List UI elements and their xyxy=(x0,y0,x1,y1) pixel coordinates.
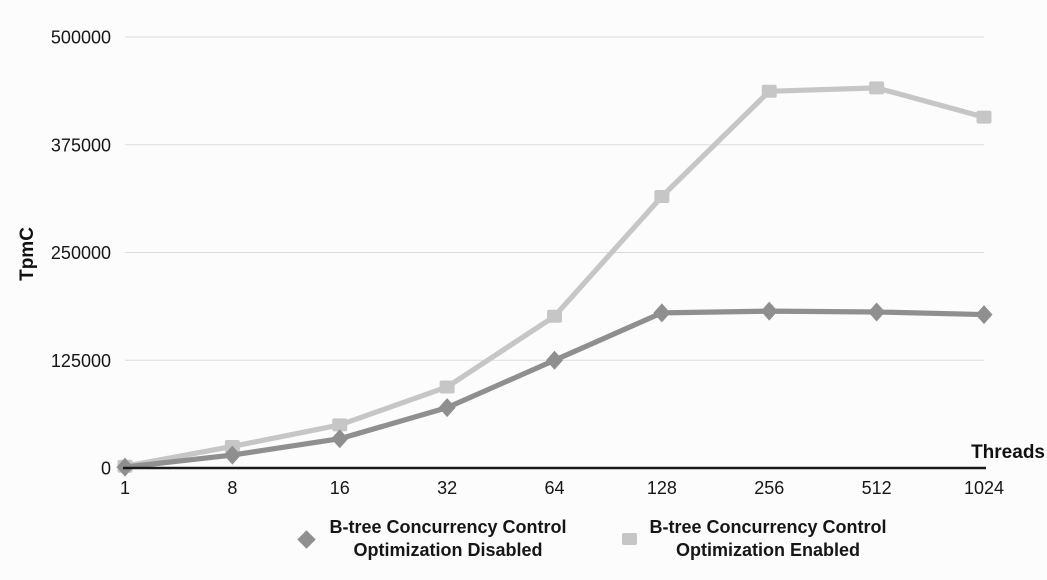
x-tick-label: 16 xyxy=(330,478,350,498)
y-tick-label: 375000 xyxy=(51,135,111,155)
legend-label-line2: Optimization Enabled xyxy=(676,540,861,560)
x-tick-label: 32 xyxy=(437,478,457,498)
diamond-marker-icon xyxy=(868,302,886,322)
diamond-marker-icon xyxy=(975,305,993,325)
square-marker-icon xyxy=(621,533,637,545)
legend-label-enabled: B-tree Concurrency Control Optimization … xyxy=(650,516,887,562)
diamond-marker-icon xyxy=(438,398,456,418)
diamond-marker-icon xyxy=(331,429,349,449)
square-marker-icon xyxy=(976,110,992,124)
y-tick-label: 0 xyxy=(101,459,111,479)
square-marker-icon xyxy=(439,380,455,394)
x-tick-label: 8 xyxy=(227,478,237,498)
x-tick-label: 256 xyxy=(754,478,784,498)
diamond-marker-icon xyxy=(223,445,241,465)
x-tick-label: 64 xyxy=(544,478,564,498)
diamond-marker-icon xyxy=(546,350,563,370)
legend-item-enabled: B-tree Concurrency Control Optimization … xyxy=(621,516,887,562)
legend: B-tree Concurrency Control Optimization … xyxy=(0,516,1047,562)
legend-label-line1: B-tree Concurrency Control xyxy=(649,517,887,537)
legend-label-disabled: B-tree Concurrency Control Optimization … xyxy=(329,516,566,562)
x-tick-label: 1 xyxy=(120,478,130,498)
y-tick-label: 125000 xyxy=(51,351,111,371)
x-tick-label: 128 xyxy=(647,478,677,498)
tpmc-vs-threads-chart: 0 125000 250000 375000 500000 1 8 16 32 64 128 256… xyxy=(17,28,1045,499)
y-tick-label: 250000 xyxy=(51,243,111,263)
square-marker-icon xyxy=(869,81,885,95)
diamond-marker-icon xyxy=(653,303,671,323)
diamond-marker-icon xyxy=(760,301,778,321)
y-tick-label: 500000 xyxy=(51,28,111,48)
square-marker-icon xyxy=(547,309,562,323)
square-marker-icon xyxy=(332,418,348,432)
legend-label-line2: Optimization Disabled xyxy=(353,540,543,560)
diamond-marker-icon xyxy=(297,529,317,549)
series-lines xyxy=(116,81,993,477)
square-marker-icon xyxy=(654,189,670,203)
square-marker-icon xyxy=(761,84,777,98)
x-axis-title: Threads xyxy=(971,442,1045,463)
x-axis-tick-labels: 1 8 16 32 64 128 256 512 1024 xyxy=(120,478,1004,498)
legend-label-line1: B-tree Concurrency Control xyxy=(329,517,567,537)
x-tick-label: 1024 xyxy=(964,478,1004,498)
legend-item-disabled: B-tree Concurrency Control Optimization … xyxy=(297,516,567,562)
y-axis-title: TpmC xyxy=(17,227,38,281)
y-axis-tick-labels: 0 125000 250000 375000 500000 xyxy=(51,28,111,479)
x-tick-label: 512 xyxy=(862,478,892,498)
